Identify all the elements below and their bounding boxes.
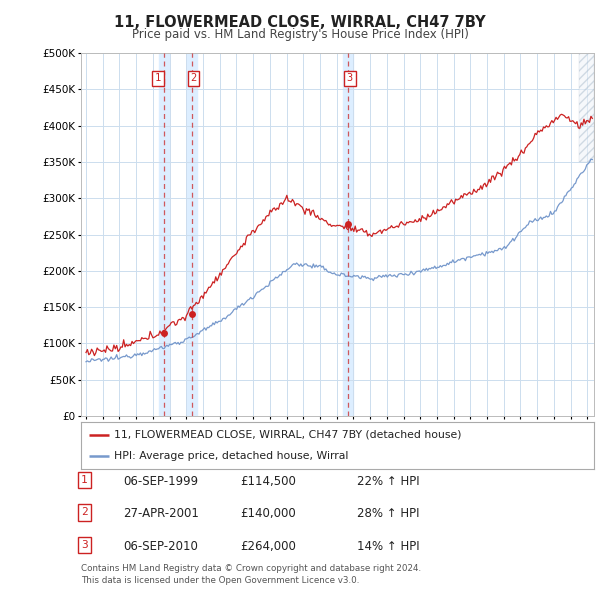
Text: 1: 1	[155, 74, 161, 84]
Text: 11, FLOWERMEAD CLOSE, WIRRAL, CH47 7BY (detached house): 11, FLOWERMEAD CLOSE, WIRRAL, CH47 7BY (…	[115, 430, 462, 440]
Bar	[343, 53, 353, 416]
Text: 27-APR-2001: 27-APR-2001	[123, 507, 199, 520]
Text: HPI: Average price, detached house, Wirral: HPI: Average price, detached house, Wirr…	[115, 451, 349, 461]
Text: 14% ↑ HPI: 14% ↑ HPI	[357, 540, 419, 553]
Text: Price paid vs. HM Land Registry's House Price Index (HPI): Price paid vs. HM Land Registry's House …	[131, 28, 469, 41]
Polygon shape	[579, 53, 594, 162]
Text: £264,000: £264,000	[240, 540, 296, 553]
Text: 1: 1	[81, 475, 88, 485]
Text: 06-SEP-1999: 06-SEP-1999	[123, 475, 198, 488]
Text: 06-SEP-2010: 06-SEP-2010	[123, 540, 198, 553]
Text: 28% ↑ HPI: 28% ↑ HPI	[357, 507, 419, 520]
Text: £140,000: £140,000	[240, 507, 296, 520]
Text: 11, FLOWERMEAD CLOSE, WIRRAL, CH47 7BY: 11, FLOWERMEAD CLOSE, WIRRAL, CH47 7BY	[114, 15, 486, 30]
Text: 2: 2	[81, 507, 88, 517]
Bar	[159, 53, 169, 416]
Text: 22% ↑ HPI: 22% ↑ HPI	[357, 475, 419, 488]
Text: 3: 3	[81, 540, 88, 550]
Text: £114,500: £114,500	[240, 475, 296, 488]
Bar	[187, 53, 197, 416]
Text: Contains HM Land Registry data © Crown copyright and database right 2024.
This d: Contains HM Land Registry data © Crown c…	[81, 565, 421, 585]
Text: 3: 3	[347, 74, 353, 84]
Text: 2: 2	[191, 74, 197, 84]
